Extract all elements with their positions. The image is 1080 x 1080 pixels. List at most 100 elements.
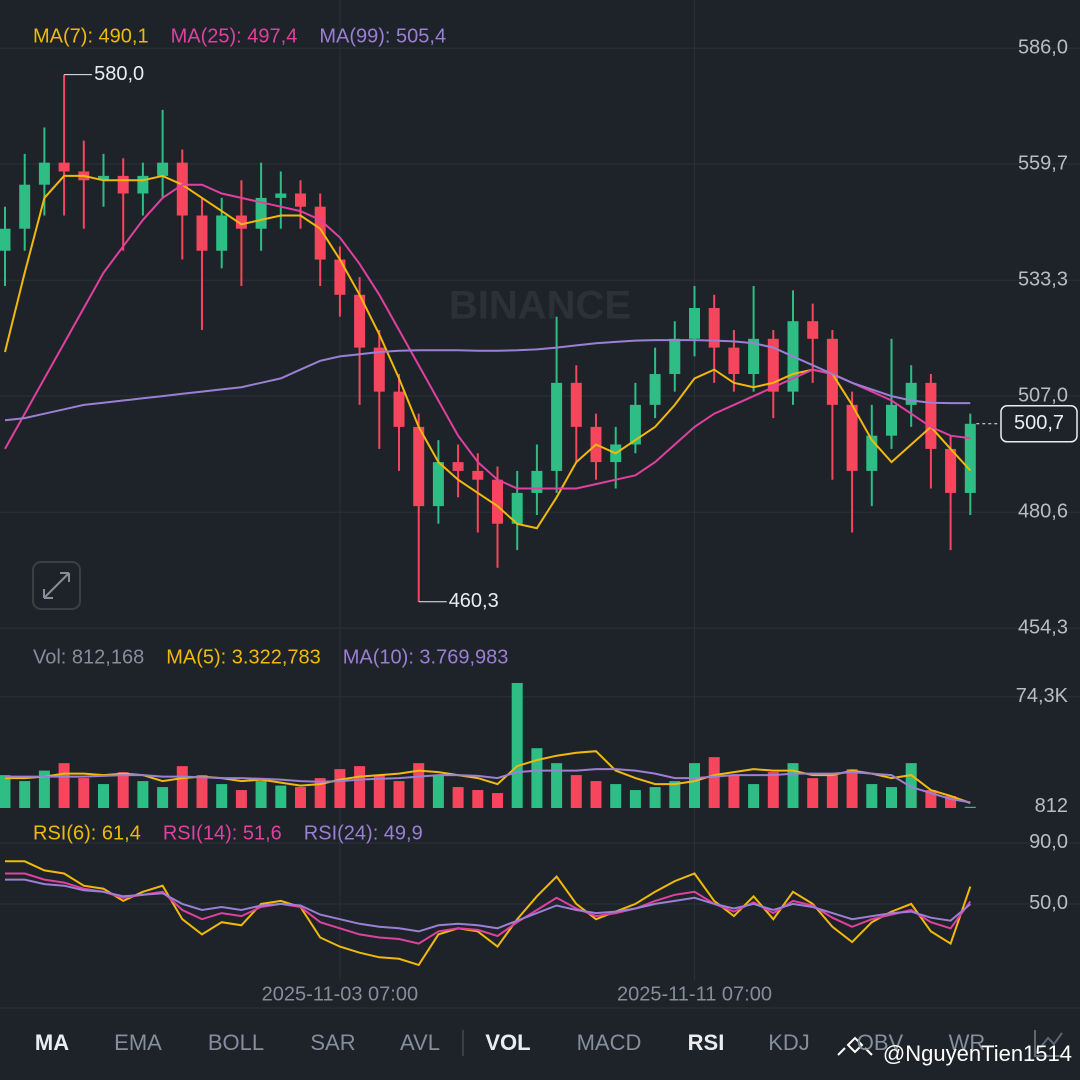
expand-icon: [43, 572, 70, 599]
volume-bar: [767, 772, 779, 808]
candle-body: [432, 462, 444, 507]
candle-body: [649, 374, 661, 405]
candle-body: [334, 259, 346, 295]
expand-button[interactable]: [32, 561, 81, 610]
candle-body: [511, 492, 523, 524]
last-price-label: 500,7: [1014, 412, 1064, 434]
candle-body: [708, 307, 720, 348]
candle-body: [255, 197, 267, 229]
volume-bar: [176, 766, 188, 808]
y-tick-label: 454,3: [1018, 616, 1068, 638]
volume-bar: [669, 781, 681, 808]
volume-bar: [275, 785, 287, 808]
volume-bar: [551, 763, 563, 808]
x-tick-label: 2025-11-11 07:00: [617, 983, 772, 1005]
volume-bar: [452, 787, 464, 808]
candle-body: [748, 338, 760, 375]
volume-bar: [472, 790, 484, 808]
toolbar-item[interactable]: SAR: [310, 1030, 355, 1055]
volume-bar: [314, 778, 326, 808]
candle-body: [393, 391, 405, 427]
y-tick-label: 74,3K: [1016, 685, 1069, 707]
panel-title: Vol: 812,168: [33, 646, 144, 668]
legend-entry: MA(99): 505,4: [319, 25, 446, 47]
toolbar-item[interactable]: BOLL: [208, 1030, 264, 1055]
min-label: 460,3: [449, 590, 499, 612]
volume-bar: [748, 784, 760, 808]
volume-bar: [649, 787, 661, 808]
legend-entry: MA(10): 3.769,983: [343, 646, 509, 668]
volume-bar: [531, 748, 543, 808]
toolbar-item[interactable]: EMA: [114, 1030, 162, 1055]
rsi-line: [5, 878, 971, 933]
toolbar-item[interactable]: VOL: [485, 1030, 530, 1055]
y-tick-label: 50,0: [1029, 892, 1068, 914]
candle-body: [826, 338, 838, 405]
drawing-tool-icon[interactable]: [1034, 1030, 1063, 1057]
candle-body: [275, 193, 287, 198]
candle-body: [0, 228, 11, 251]
candle-body: [767, 338, 779, 392]
toolbar-item[interactable]: MACD: [577, 1030, 642, 1055]
expand-frame: [32, 561, 81, 610]
rsi-line: [5, 860, 972, 967]
volume-bar: [925, 790, 937, 808]
watermark-logo: [837, 1036, 873, 1056]
volume-bar: [728, 775, 740, 808]
y-tick-label: 533,3: [1018, 269, 1068, 291]
candle-body: [866, 435, 878, 471]
toolbar-item[interactable]: OBV: [857, 1030, 904, 1055]
y-tick-label: 507,0: [1018, 384, 1068, 406]
volume-bar: [610, 784, 622, 808]
volume-bar: [19, 781, 31, 808]
candle-body: [38, 162, 50, 185]
x-tick-label: 2025-11-03 07:00: [262, 983, 418, 1005]
y-tick-label: 90,0: [1029, 831, 1068, 853]
volume-bar: [708, 757, 720, 808]
volume-bar: [807, 778, 819, 808]
volume-bar: [413, 763, 425, 808]
max-label: 580,0: [94, 63, 144, 85]
toolbar-item[interactable]: KDJ: [768, 1030, 810, 1055]
candle-body: [295, 193, 306, 207]
candle-body: [728, 347, 740, 375]
watermark: BINANCE: [449, 284, 631, 328]
candle-body: [452, 462, 464, 471]
candle-body: [551, 382, 563, 471]
candle-body: [689, 307, 700, 339]
y-tick-label: 586,0: [1018, 36, 1068, 58]
legend-entry: MA(25): 497,4: [171, 25, 298, 47]
candle-body: [235, 215, 247, 229]
volume-bar: [432, 775, 444, 808]
volume-bar: [117, 772, 129, 808]
candle-body: [945, 448, 957, 493]
candle-body: [905, 382, 917, 405]
candle-body: [196, 215, 208, 251]
candle-body: [886, 404, 897, 436]
volume-bar: [905, 763, 917, 808]
volume-bar: [787, 763, 799, 808]
volume-ma-line: [5, 768, 971, 804]
candle-body: [354, 294, 366, 348]
candle-body: [176, 162, 188, 216]
legend-entry: RSI(24): 49,9: [304, 822, 423, 844]
volume-bar: [354, 766, 366, 808]
volume-bar: [629, 790, 641, 808]
toolbar-item[interactable]: RSI: [688, 1030, 725, 1055]
volume-bar: [373, 775, 385, 808]
toolbar-item[interactable]: MA: [35, 1030, 69, 1055]
volume-bar: [393, 781, 405, 808]
volume-bar: [689, 763, 700, 808]
toolbar-item[interactable]: AVL: [400, 1030, 440, 1055]
volume-bar: [78, 778, 90, 808]
volume-bar: [196, 775, 208, 808]
volume-bar: [58, 763, 70, 808]
candle-body: [373, 347, 385, 392]
volume-bar: [590, 781, 602, 808]
toolbar-item[interactable]: WR: [949, 1030, 986, 1055]
volume-bar: [216, 784, 228, 808]
candle-body: [669, 338, 681, 375]
candle-body: [58, 162, 70, 172]
volume-bar: [886, 787, 897, 808]
